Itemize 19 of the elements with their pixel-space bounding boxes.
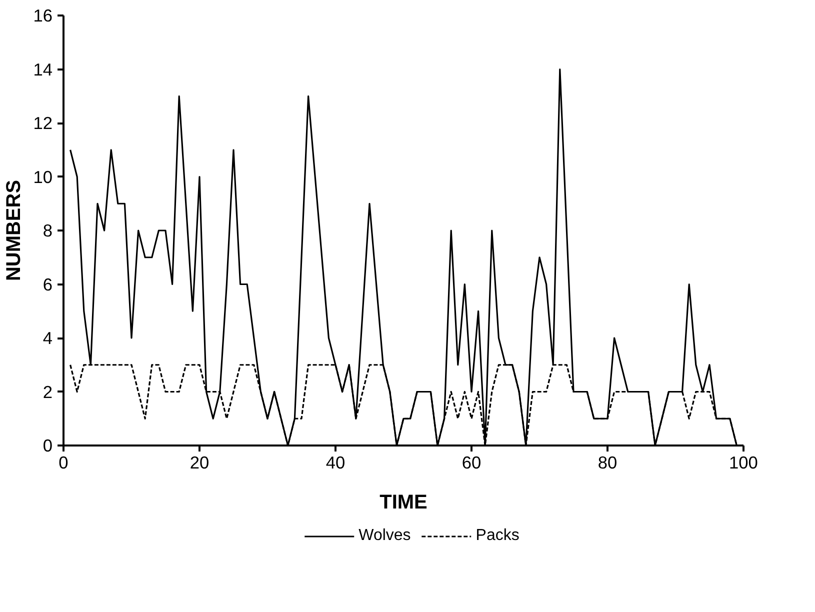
legend-label: Wolves bbox=[358, 527, 411, 545]
x-tick-label: 60 bbox=[462, 452, 482, 472]
y-tick-label: 16 bbox=[33, 6, 53, 26]
legend-label: Packs bbox=[476, 527, 520, 545]
x-tick-label: 40 bbox=[326, 452, 346, 472]
x-axis-title: TIME bbox=[380, 492, 428, 514]
y-tick-label: 6 bbox=[42, 274, 53, 294]
y-tick-label: 4 bbox=[42, 328, 53, 348]
x-tick-label: 20 bbox=[190, 452, 210, 472]
y-tick-label: 8 bbox=[42, 220, 53, 240]
y-tick-label: 12 bbox=[33, 113, 53, 133]
x-tick-label: 80 bbox=[598, 452, 618, 472]
x-tick-label: 100 bbox=[729, 452, 758, 472]
y-axis-title: NUMBERS bbox=[3, 180, 26, 282]
y-tick-label: 2 bbox=[42, 382, 53, 402]
y-tick-label: 14 bbox=[33, 59, 53, 80]
x-tick-label: 0 bbox=[58, 452, 68, 472]
y-tick-label: 10 bbox=[33, 166, 53, 187]
y-tick-label: 0 bbox=[42, 436, 53, 456]
